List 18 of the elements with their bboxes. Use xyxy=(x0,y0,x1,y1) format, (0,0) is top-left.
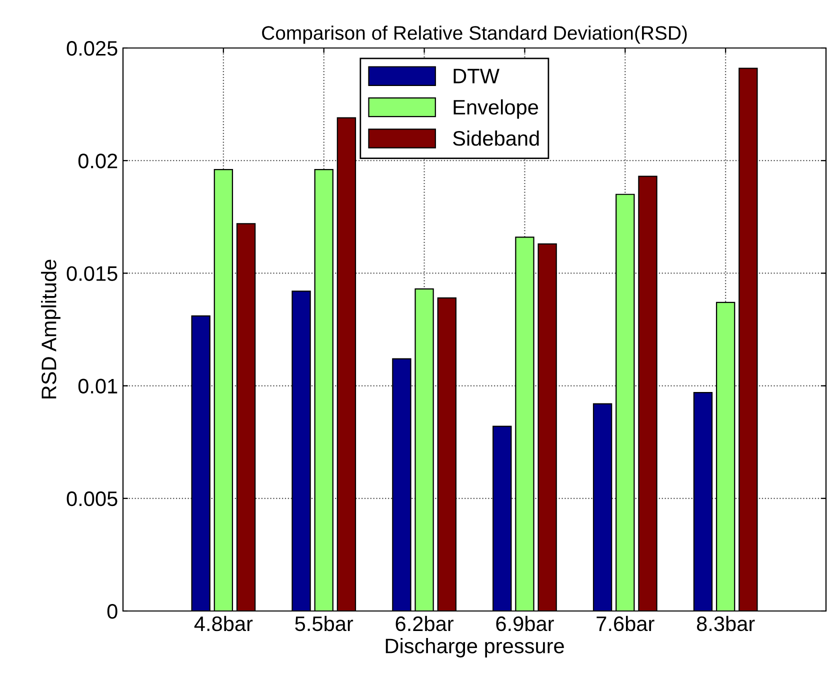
legend-label: Sideband xyxy=(453,130,539,146)
legend-label: DTW xyxy=(454,68,500,84)
y-tick-label: 0.01 xyxy=(78,378,118,394)
y-tick-label: 0.015 xyxy=(66,266,118,281)
y-axis-title: RSD Amplitude xyxy=(41,260,60,398)
y-tick-label: 0.02 xyxy=(78,154,118,168)
x-tick-label: 4.8bar xyxy=(194,616,253,632)
x-tick-label: 8.3bar xyxy=(696,616,755,632)
y-tick-label: 0.005 xyxy=(66,491,118,506)
x-tick-label: 6.9bar xyxy=(496,616,554,632)
y-tick-label: 0 xyxy=(107,604,118,619)
y-tick-label: 0.025 xyxy=(66,41,118,56)
chart-title: Comparison of Relative Standard Deviation(RSD) xyxy=(262,26,687,44)
x-axis-title: Discharge pressure xyxy=(386,638,564,658)
legend-label: Envelope xyxy=(454,99,538,119)
x-tick-label: 6.2bar xyxy=(396,616,454,632)
x-tick-label: 7.6bar xyxy=(596,616,654,632)
x-tick-label: 5.5bar xyxy=(295,616,354,632)
